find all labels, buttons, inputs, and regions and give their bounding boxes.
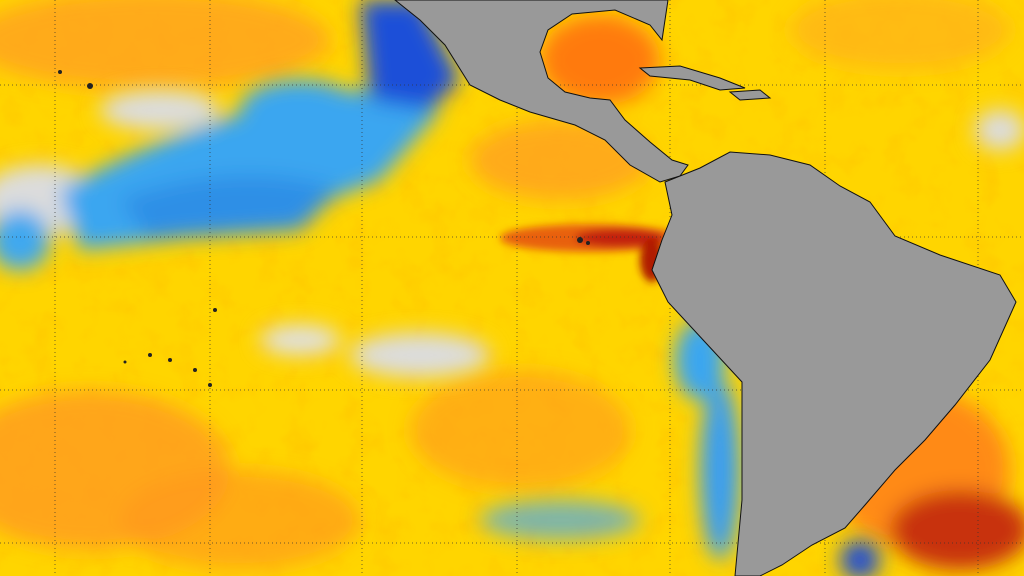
equatorial-hotspot: [500, 224, 680, 282]
cuba: [638, 65, 746, 91]
hispaniola: [728, 89, 772, 101]
islands: [58, 70, 590, 387]
north-central-america: [394, 0, 689, 183]
south-america: [651, 151, 1017, 576]
land: [394, 0, 1017, 576]
